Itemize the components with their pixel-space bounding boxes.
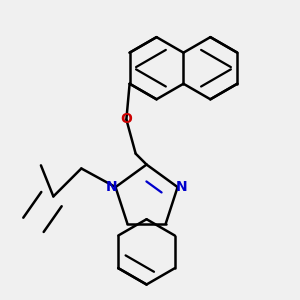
Text: O: O [120,112,132,127]
Text: N: N [176,180,187,194]
Text: N: N [106,180,117,194]
